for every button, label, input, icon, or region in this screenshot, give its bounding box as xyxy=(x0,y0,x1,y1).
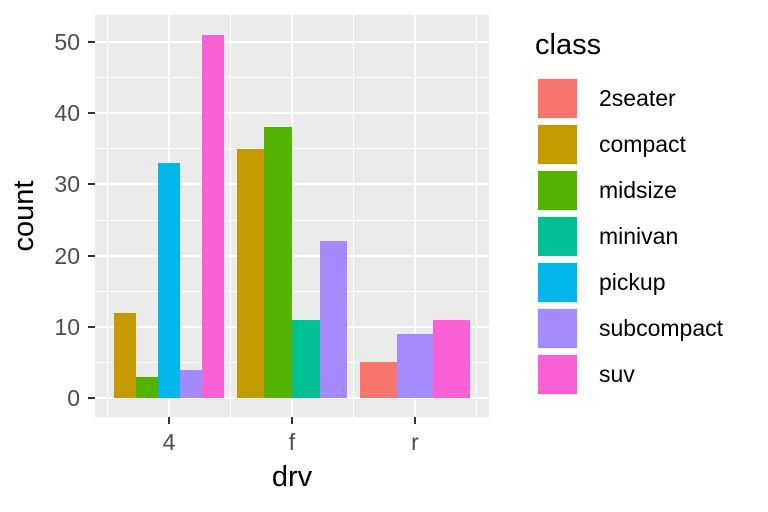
bar-2seater-r xyxy=(359,362,397,398)
gridline-minor-v xyxy=(353,15,354,417)
gridline-minor-v xyxy=(107,15,108,417)
y-tick xyxy=(88,112,95,115)
legend-label-suv: suv xyxy=(599,361,635,387)
legend-swatch-pickup xyxy=(538,263,577,302)
legend-swatch-minivan xyxy=(538,217,577,256)
legend-swatch-compact xyxy=(538,125,577,164)
legend-label-compact: compact xyxy=(599,131,686,157)
y-tick xyxy=(88,183,95,186)
bar-midsize-f xyxy=(264,127,292,398)
legend-key-subcompact xyxy=(537,308,578,349)
x-tick-label: 4 xyxy=(162,429,176,455)
x-tick-label: f xyxy=(288,429,296,455)
y-tick xyxy=(88,254,95,257)
legend-swatch-midsize xyxy=(538,171,577,210)
y-tick xyxy=(88,41,95,43)
legend-label-minivan: minivan xyxy=(599,223,679,249)
bar-subcompact-f xyxy=(319,241,348,398)
y-tick-label: 40 xyxy=(54,100,80,127)
gridline-major-v xyxy=(291,15,293,417)
x-tick-label: r xyxy=(411,429,419,455)
bar-minivan-f xyxy=(292,319,320,398)
legend-key-compact xyxy=(537,124,578,165)
x-tick xyxy=(291,417,293,424)
legend-key-pickup xyxy=(537,262,578,303)
gridline-minor-v xyxy=(230,15,231,417)
y-tick-label: 0 xyxy=(67,385,80,411)
x-tick xyxy=(168,417,170,424)
legend-label-pickup: pickup xyxy=(599,269,666,295)
gridline-major-v xyxy=(414,15,416,417)
plot-panel xyxy=(95,15,489,417)
bar-subcompact-4 xyxy=(180,369,203,398)
bar-compact-4 xyxy=(113,312,136,398)
x-tick xyxy=(414,417,416,424)
legend-key-2seater xyxy=(537,78,578,119)
legend-label-midsize: midsize xyxy=(599,177,677,203)
legend-label-subcompact: subcompact xyxy=(599,315,724,341)
y-tick-label: 50 xyxy=(54,29,80,55)
bar-midsize-4 xyxy=(135,376,158,398)
legend-key-midsize xyxy=(537,170,578,211)
bar-suv-r xyxy=(433,319,471,398)
legend-key-suv xyxy=(537,354,578,395)
bar-pickup-4 xyxy=(157,163,181,398)
y-tick xyxy=(88,325,95,328)
legend-label-2seater: 2seater xyxy=(599,85,676,111)
y-tick-label: 10 xyxy=(54,313,80,340)
legend-swatch-2seater xyxy=(538,79,577,118)
y-tick-label: 20 xyxy=(54,242,80,269)
legend-swatch-subcompact xyxy=(538,309,577,348)
legend-swatch-suv xyxy=(538,355,577,394)
y-tick-label: 30 xyxy=(54,171,80,198)
y-tick xyxy=(88,397,95,399)
legend-key-minivan xyxy=(537,216,578,257)
legend-title: class xyxy=(535,29,602,61)
bar-compact-f xyxy=(236,148,265,398)
bar-suv-4 xyxy=(202,34,225,398)
bar-subcompact-r xyxy=(396,333,434,398)
y-axis-title: count xyxy=(8,180,40,252)
x-axis-title: drv xyxy=(271,461,313,493)
gridline-minor-v xyxy=(476,15,477,417)
